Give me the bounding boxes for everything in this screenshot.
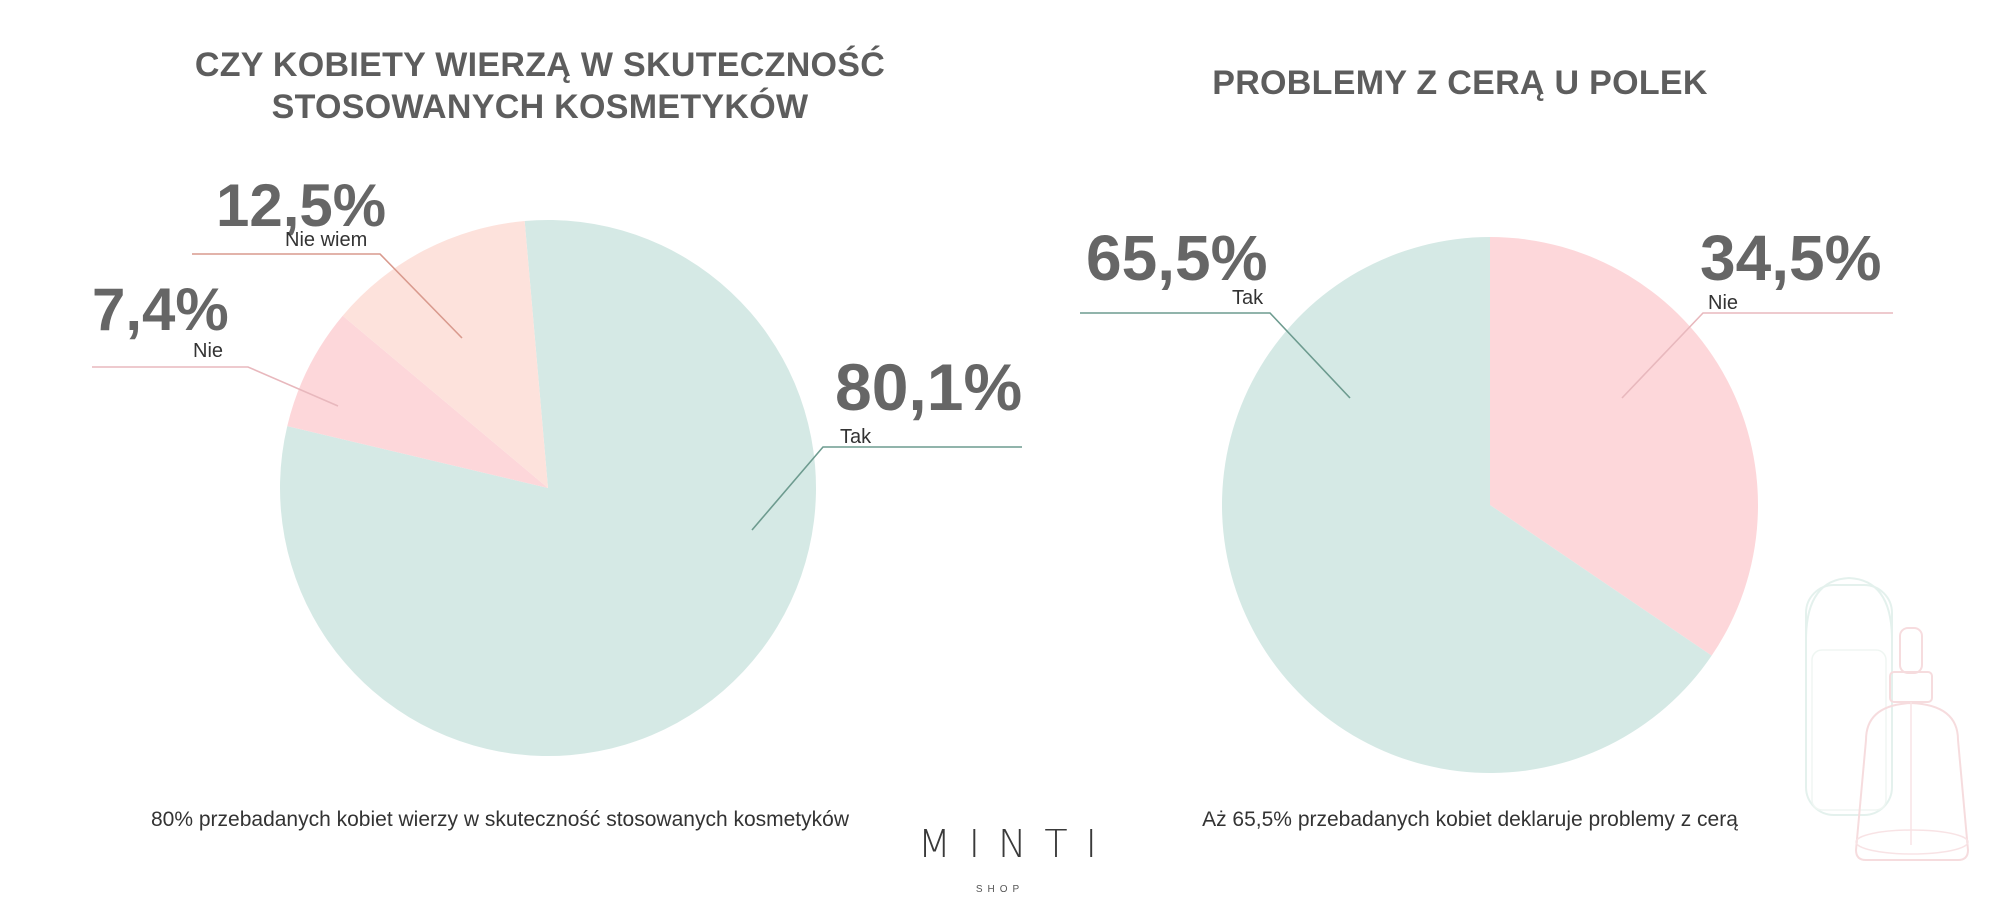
chart-title-right: PROBLEMY Z CERĄ U POLEK — [1212, 64, 1708, 102]
slice-label-tak: Tak — [1232, 287, 1264, 309]
slice-label-nie: Nie — [193, 340, 223, 362]
leader-line-nie-wiem — [192, 253, 463, 339]
pie-slice-tak — [280, 220, 817, 757]
chart-caption-right: Aż 65,5% przebadanych kobiet deklaruje p… — [1202, 808, 1738, 831]
pie-slice-nie — [287, 315, 548, 488]
pie-slice-nie-wiem — [342, 221, 548, 488]
pie-slice-tak — [1221, 237, 1712, 773]
cosmetics-bottles-illustration — [1805, 576, 1970, 861]
brand-subtitle: SHOP — [975, 884, 1025, 895]
chart-title-left: CZY KOBIETY WIERZĄ W SKUTECZNOŚĆ STOSOWA… — [194, 46, 886, 126]
leader-line-tak — [1080, 312, 1351, 399]
percent-label-tak: 65,5% — [1086, 222, 1267, 294]
leader-line-tak — [751, 446, 1022, 531]
percent-label-tak: 80,1% — [835, 350, 1022, 424]
percent-label-nie-wiem: 12,5% — [216, 172, 386, 239]
leader-line-nie — [92, 366, 339, 407]
percent-label-nie: 7,4% — [92, 276, 229, 343]
slice-label-nie-wiem: Nie wiem — [285, 229, 367, 251]
pie-slice-nie — [1490, 237, 1759, 656]
slice-label-tak: Tak — [840, 426, 872, 448]
percent-label-nie: 34,5% — [1700, 222, 1881, 294]
pie-chart-left: 80,1%Tak 7,4%Nie 12,5%Nie wiem — [92, 172, 1022, 757]
pie-chart-right: 34,5%Nie 65,5%Tak — [1080, 222, 1893, 773]
brand-logo: MINTI — [918, 822, 1115, 866]
slice-label-nie: Nie — [1708, 292, 1738, 314]
leader-line-nie — [1621, 312, 1893, 399]
chart-caption-left: 80% przebadanych kobiet wierzy w skutecz… — [151, 808, 849, 831]
